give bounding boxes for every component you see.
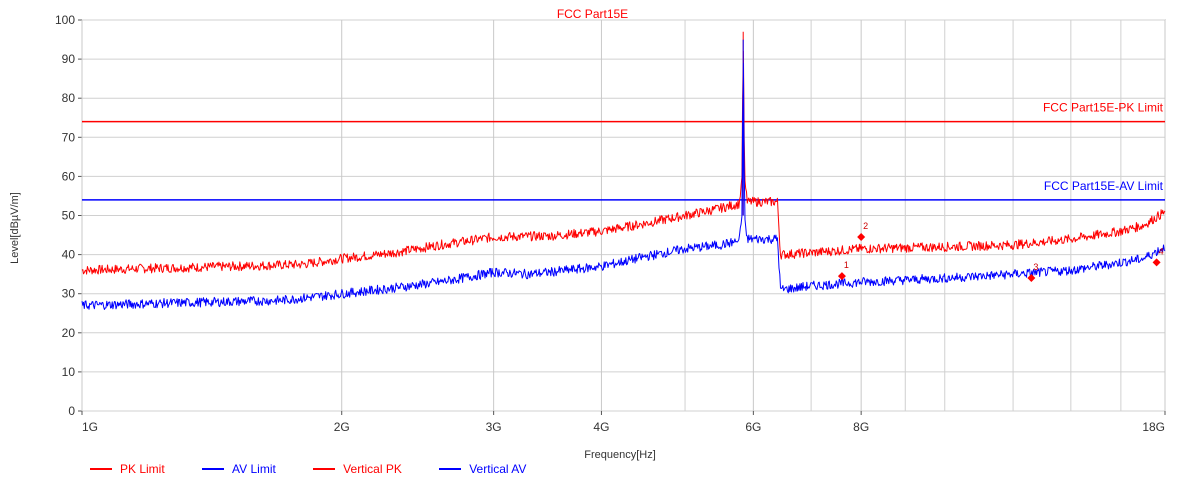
y-tick-label: 70 [62, 130, 76, 144]
x-tick-label: 2G [334, 420, 350, 434]
series-vertical-pk [81, 31, 1166, 275]
x-tick-label: 8G [853, 420, 869, 434]
y-tick-label: 80 [62, 91, 76, 105]
legend-swatch-vertical-pk [313, 468, 336, 470]
x-tick-label: 18G [1142, 420, 1165, 434]
x-tick-label: 6G [745, 420, 761, 434]
x-tick-label: 1G [82, 420, 98, 434]
limit-label: FCC Part15E-PK Limit [1043, 101, 1164, 115]
chart-title: FCC Part15E [556, 7, 629, 21]
y-tick-label: 30 [62, 287, 76, 301]
legend-label-vertical-pk: Vertical PK [343, 462, 402, 476]
marker-point [837, 272, 846, 281]
legend-swatch-vertical-av [439, 468, 462, 470]
x-tick-label: 3G [486, 420, 502, 434]
legend-item-pk-limit: PK Limit [90, 462, 165, 476]
marker-point [1027, 274, 1036, 283]
legend: PK Limit AV Limit Vertical PK Vertical A… [90, 459, 560, 476]
y-tick-label: 40 [62, 248, 76, 262]
y-tick-label: 50 [62, 209, 76, 223]
legend-swatch-pk-limit [90, 468, 112, 470]
legend-item-vertical-av: Vertical AV [439, 462, 526, 476]
legend-label-pk-limit: PK Limit [120, 462, 165, 476]
y-tick-label: 100 [55, 13, 75, 27]
y-tick-label: 60 [62, 169, 76, 183]
marker-label: 3 [1033, 262, 1038, 272]
y-tick-label: 90 [62, 52, 76, 66]
marker-point [1152, 258, 1161, 267]
x-axis-label: Frequency[Hz] [584, 449, 656, 461]
y-axis-label: Level[dBµV/m] [9, 192, 21, 264]
legend-item-av-limit: AV Limit [202, 462, 276, 476]
marker-label: 4 [1159, 246, 1164, 256]
marker-label: 1 [844, 260, 849, 270]
limit-label: FCC Part15E-AV Limit [1044, 179, 1164, 193]
series-vertical-av [81, 39, 1166, 310]
legend-label-vertical-av: Vertical AV [469, 462, 527, 476]
marker-point [857, 233, 866, 242]
legend-item-vertical-pk: Vertical PK [313, 462, 402, 476]
y-tick-label: 10 [62, 365, 76, 379]
y-tick-label: 20 [62, 326, 76, 340]
legend-swatch-av-limit [202, 468, 225, 470]
y-tick-label: 0 [68, 404, 75, 418]
legend-label-av-limit: AV Limit [232, 462, 276, 476]
x-tick-label: 4G [593, 420, 609, 434]
marker-label: 2 [863, 221, 868, 231]
